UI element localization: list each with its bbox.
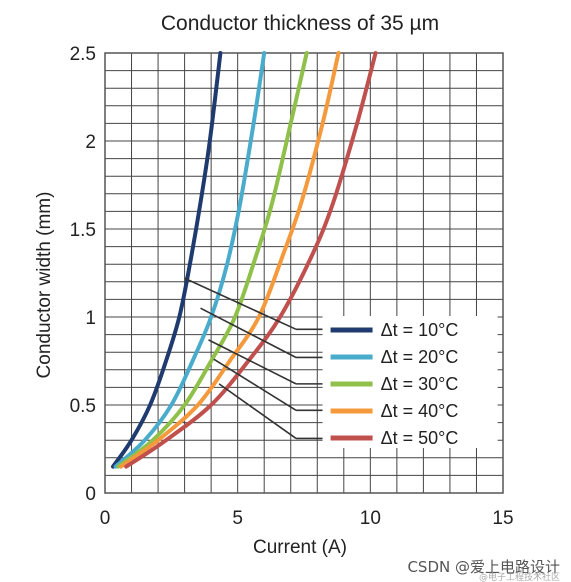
watermark-subtext: @电子工程技术社区	[479, 571, 560, 582]
x-tick-label: 5	[232, 508, 243, 529]
legend-label: Δt = 40°C	[381, 401, 459, 421]
watermark: CSDN @爱上电路设计	[407, 558, 560, 576]
chart-title: Conductor thickness of 35 µm	[161, 12, 439, 35]
y-axis-ticks: 0 0.5 1 1.5 2 2.5	[70, 44, 96, 505]
legend-leader-line	[218, 383, 297, 440]
x-axis-ticks: 0 5 10 15	[100, 508, 514, 529]
series-line-4	[118, 51, 341, 469]
legend-label: Δt = 20°C	[381, 347, 459, 367]
series-line-1	[111, 51, 223, 469]
legend: Δt = 10°C Δt = 20°C Δt = 30°C Δt = 40°C Δt =…	[184, 277, 498, 448]
legend-label: Δt = 50°C	[381, 428, 459, 448]
y-tick-label: 0	[85, 484, 96, 505]
y-tick-label: 2.5	[70, 44, 96, 65]
legend-leader-line	[213, 358, 297, 411]
y-tick-label: 1	[85, 308, 96, 329]
x-tick-label: 10	[360, 508, 381, 529]
legend-label: Δt = 10°C	[381, 320, 459, 340]
y-tick-label: 1.5	[70, 220, 96, 241]
x-axis-label: Current (A)	[253, 537, 347, 558]
legend-label: Δt = 30°C	[381, 374, 459, 394]
series-lines	[111, 51, 378, 469]
legend-leader-line	[184, 277, 297, 331]
legend-leader-line	[200, 307, 297, 359]
series-line-3	[116, 51, 309, 469]
legend-leader-line	[208, 339, 297, 385]
y-tick-label: 0.5	[70, 396, 96, 417]
series-line-5	[124, 51, 378, 469]
y-tick-label: 2	[85, 132, 96, 153]
y-axis-label: Conductor width (mm)	[34, 192, 55, 379]
series-line-2	[113, 51, 267, 469]
plot-frame	[104, 52, 504, 494]
x-tick-label: 15	[492, 508, 513, 529]
x-tick-label: 0	[100, 508, 111, 529]
